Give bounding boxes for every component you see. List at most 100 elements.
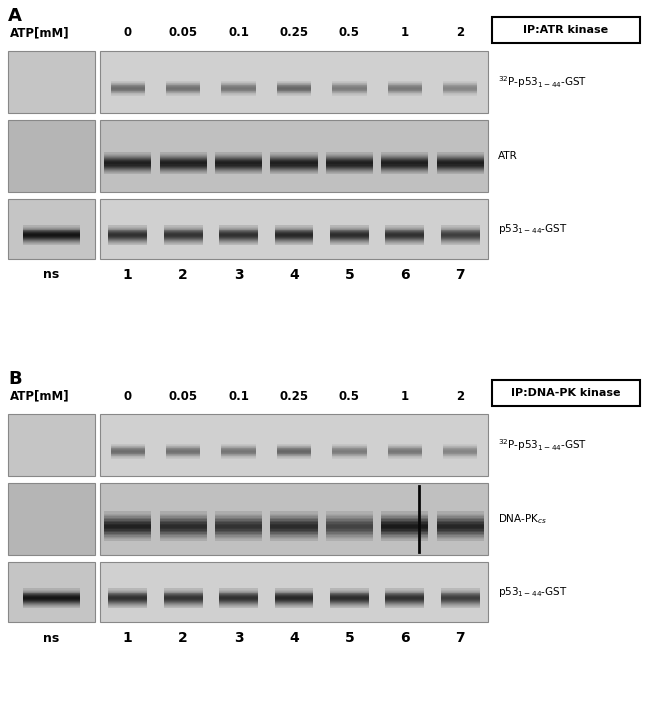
Bar <box>437 156 484 158</box>
Bar <box>441 236 480 237</box>
Bar <box>332 92 367 93</box>
Bar <box>111 454 145 455</box>
Bar <box>215 165 262 166</box>
Bar <box>332 452 367 454</box>
Bar <box>332 455 367 457</box>
Bar <box>382 534 428 537</box>
Bar <box>330 599 369 600</box>
Bar <box>109 241 147 243</box>
Bar <box>23 241 80 242</box>
Bar <box>104 153 151 154</box>
Bar <box>332 81 367 83</box>
Bar <box>274 241 313 243</box>
Bar <box>385 604 424 606</box>
Bar <box>385 237 424 238</box>
Bar <box>164 239 203 241</box>
Bar <box>274 595 313 596</box>
Bar <box>277 452 311 454</box>
Bar <box>385 229 424 230</box>
Bar <box>387 448 422 449</box>
Bar <box>437 516 484 518</box>
Bar <box>441 241 480 243</box>
Bar <box>332 85 367 87</box>
Bar <box>326 530 373 532</box>
Bar <box>382 158 428 160</box>
Bar <box>166 444 200 445</box>
Bar <box>160 515 207 516</box>
Bar <box>270 521 318 523</box>
Bar <box>443 449 478 450</box>
Bar <box>111 86 145 87</box>
Bar <box>437 172 484 173</box>
Bar <box>443 449 478 451</box>
Bar <box>387 446 422 448</box>
Bar <box>23 603 80 604</box>
Bar <box>111 90 145 91</box>
Bar <box>437 172 484 174</box>
Text: 0.25: 0.25 <box>280 390 309 403</box>
Text: 0.05: 0.05 <box>168 390 198 403</box>
Bar <box>215 513 262 515</box>
Bar <box>222 446 255 448</box>
Bar <box>215 158 262 160</box>
Bar <box>277 83 311 84</box>
Bar <box>222 455 255 457</box>
Bar <box>164 598 203 599</box>
Text: 0.5: 0.5 <box>339 390 360 403</box>
Bar <box>274 592 313 593</box>
Bar <box>437 534 484 537</box>
Bar <box>385 242 424 244</box>
Bar <box>23 599 80 600</box>
Bar <box>160 164 207 166</box>
Bar <box>437 537 484 539</box>
Bar <box>274 242 313 244</box>
Bar <box>215 156 262 158</box>
Bar <box>443 83 478 84</box>
Bar <box>382 539 428 541</box>
Bar <box>437 154 484 156</box>
Bar <box>222 83 255 84</box>
Bar <box>270 526 318 528</box>
Bar <box>104 513 151 515</box>
Bar <box>441 233 480 234</box>
Bar <box>215 153 262 154</box>
Bar <box>23 238 80 239</box>
Bar <box>387 451 422 452</box>
Bar <box>109 596 147 598</box>
Bar <box>160 168 207 170</box>
Bar <box>330 229 369 230</box>
Bar <box>219 241 258 243</box>
Bar <box>326 533 373 535</box>
Bar <box>166 89 200 90</box>
Bar <box>387 92 422 93</box>
Bar <box>104 515 151 516</box>
Bar <box>219 226 258 228</box>
Bar <box>109 242 147 244</box>
Bar <box>160 172 207 173</box>
Text: 2: 2 <box>456 26 464 39</box>
Bar <box>111 457 145 459</box>
Bar <box>109 226 147 228</box>
Bar <box>332 449 367 451</box>
Bar <box>441 598 480 599</box>
Bar <box>23 228 80 230</box>
Bar <box>23 233 80 234</box>
Bar <box>326 168 373 170</box>
Bar <box>437 153 484 154</box>
Bar <box>222 89 255 90</box>
Bar <box>109 232 147 233</box>
Bar <box>166 81 200 82</box>
Bar <box>277 457 311 458</box>
Bar <box>277 453 311 454</box>
Bar <box>164 231 203 233</box>
Bar <box>164 235 203 236</box>
Bar <box>164 595 203 596</box>
Bar <box>166 84 200 86</box>
Bar <box>387 89 422 90</box>
Bar <box>385 591 424 593</box>
Bar <box>385 603 424 605</box>
Bar <box>382 530 428 532</box>
Bar <box>270 163 318 164</box>
Bar <box>385 226 424 228</box>
Bar <box>437 158 484 159</box>
